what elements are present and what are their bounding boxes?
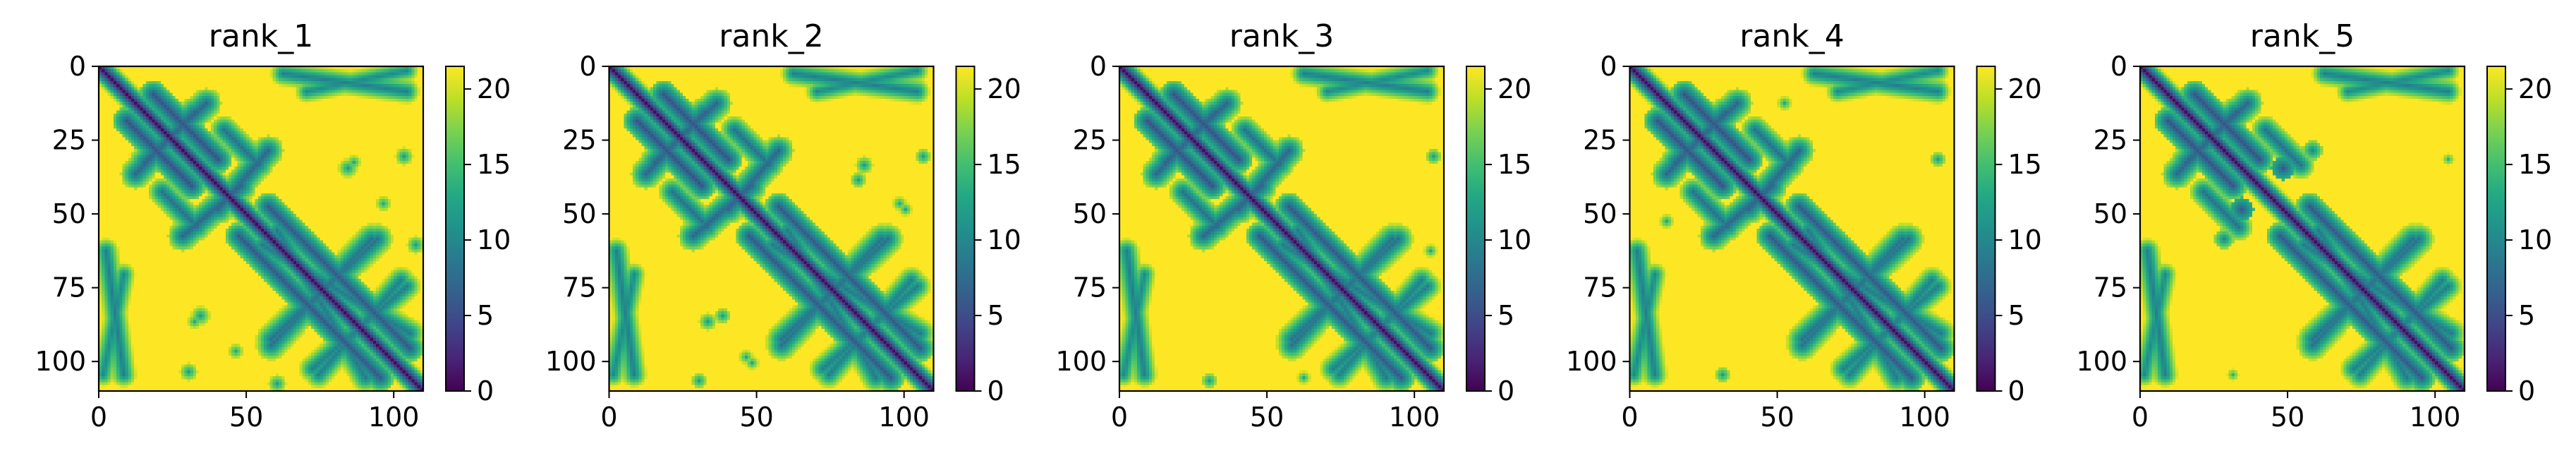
- heatmap-frame: [608, 65, 935, 392]
- colorbar-tick-label: 5: [2518, 300, 2535, 331]
- colorbar-tick-label: 20: [2008, 73, 2042, 104]
- y-tick-label: 100: [545, 346, 597, 377]
- colorbar-tick-label: 0: [2008, 375, 2025, 407]
- colorbar-tick-label: 15: [2008, 149, 2042, 180]
- y-tick-label: 50: [2094, 198, 2127, 229]
- y-tick-label: 50: [1583, 198, 1617, 229]
- y-tick-label: 50: [52, 198, 86, 229]
- y-tick-label: 75: [2094, 272, 2127, 303]
- colorbar: [446, 66, 464, 391]
- y-tick-label: 75: [52, 272, 86, 303]
- heatmap-image: [2140, 66, 2465, 391]
- x-tick-label: 100: [1899, 402, 1950, 433]
- x-tick-label: 0: [2132, 402, 2149, 433]
- colorbar: [1976, 66, 1995, 391]
- x-tick-label: 0: [90, 402, 107, 433]
- y-tick-label: 100: [1055, 346, 1107, 377]
- heatmap-frame: [97, 65, 425, 392]
- y-tick-label: 50: [562, 198, 596, 229]
- heatmap-image: [1119, 66, 1444, 391]
- colorbar-tick-label: 15: [2518, 149, 2552, 180]
- y-tick-label: 25: [562, 125, 596, 156]
- heatmap-frame: [2139, 65, 2466, 392]
- colorbar-tick-label: 5: [988, 300, 1004, 331]
- colorbar-tick-label: 10: [477, 224, 511, 255]
- colorbar-frame: [955, 66, 976, 392]
- x-tick-label: 50: [739, 402, 773, 433]
- chart-title: rank_4: [1739, 18, 1844, 54]
- y-tick-label: 0: [69, 51, 86, 82]
- colorbar: [1466, 66, 1485, 391]
- y-tick-label: 0: [1090, 51, 1107, 82]
- colorbar-tick-label: 0: [2518, 375, 2535, 407]
- colorbar-tick-label: 20: [988, 73, 1021, 104]
- y-tick-label: 75: [1073, 272, 1107, 303]
- colorbar-tick-label: 10: [988, 224, 1021, 255]
- colorbar-tick-label: 20: [2518, 73, 2552, 104]
- x-tick-label: 50: [229, 402, 263, 433]
- colorbar-frame: [1466, 66, 1486, 392]
- x-tick-label: 0: [600, 402, 617, 433]
- x-tick-label: 0: [1111, 402, 1128, 433]
- y-tick-label: 25: [52, 125, 86, 156]
- y-tick-label: 75: [562, 272, 596, 303]
- y-tick-label: 75: [1583, 272, 1617, 303]
- colorbar-frame: [445, 66, 465, 392]
- colorbar-tick-label: 5: [1497, 300, 1514, 331]
- chart-title: rank_2: [719, 18, 823, 54]
- y-tick-label: 25: [1583, 125, 1617, 156]
- colorbar-tick-label: 15: [477, 149, 511, 180]
- x-tick-label: 100: [368, 402, 420, 433]
- chart-title: rank_5: [2250, 18, 2355, 54]
- colorbar-tick-label: 5: [2008, 300, 2025, 331]
- y-tick-label: 25: [2094, 125, 2127, 156]
- x-tick-label: 50: [2271, 402, 2304, 433]
- colorbar-frame: [2486, 66, 2506, 392]
- heatmap-frame: [1118, 65, 1445, 392]
- chart-title: rank_3: [1229, 18, 1334, 54]
- colorbar-tick-label: 0: [1497, 375, 1514, 407]
- y-tick-label: 50: [1073, 198, 1107, 229]
- heatmap-image: [1629, 66, 1955, 391]
- y-tick-label: 0: [2110, 51, 2127, 82]
- colorbar-tick-label: 10: [1497, 224, 1531, 255]
- colorbar-tick-label: 10: [2008, 224, 2042, 255]
- colorbar-tick-label: 15: [1497, 149, 1531, 180]
- x-tick-label: 50: [1760, 402, 1794, 433]
- colorbar-tick-label: 20: [477, 73, 511, 104]
- x-tick-label: 50: [1250, 402, 1284, 433]
- x-tick-label: 100: [1389, 402, 1440, 433]
- y-tick-label: 0: [1600, 51, 1617, 82]
- colorbar-tick-label: 20: [1497, 73, 1531, 104]
- y-tick-label: 25: [1073, 125, 1107, 156]
- heatmap-image: [609, 66, 934, 391]
- y-tick-label: 100: [35, 346, 86, 377]
- colorbar-tick-label: 10: [2518, 224, 2552, 255]
- heatmap-image: [99, 66, 423, 391]
- y-tick-label: 100: [2076, 346, 2127, 377]
- colorbar-tick-label: 0: [477, 375, 494, 407]
- colorbar-tick-label: 0: [988, 375, 1004, 407]
- y-tick-label: 100: [1566, 346, 1617, 377]
- x-tick-label: 100: [2410, 402, 2461, 433]
- x-tick-label: 0: [1621, 402, 1638, 433]
- colorbar-frame: [1976, 66, 1996, 392]
- colorbar: [956, 66, 975, 391]
- heatmap-frame: [1629, 65, 1955, 392]
- y-tick-label: 0: [579, 51, 596, 82]
- x-tick-label: 100: [878, 402, 930, 433]
- colorbar-tick-label: 15: [988, 149, 1021, 180]
- colorbar: [2487, 66, 2505, 391]
- colorbar-tick-label: 5: [477, 300, 494, 331]
- chart-title: rank_1: [209, 18, 313, 54]
